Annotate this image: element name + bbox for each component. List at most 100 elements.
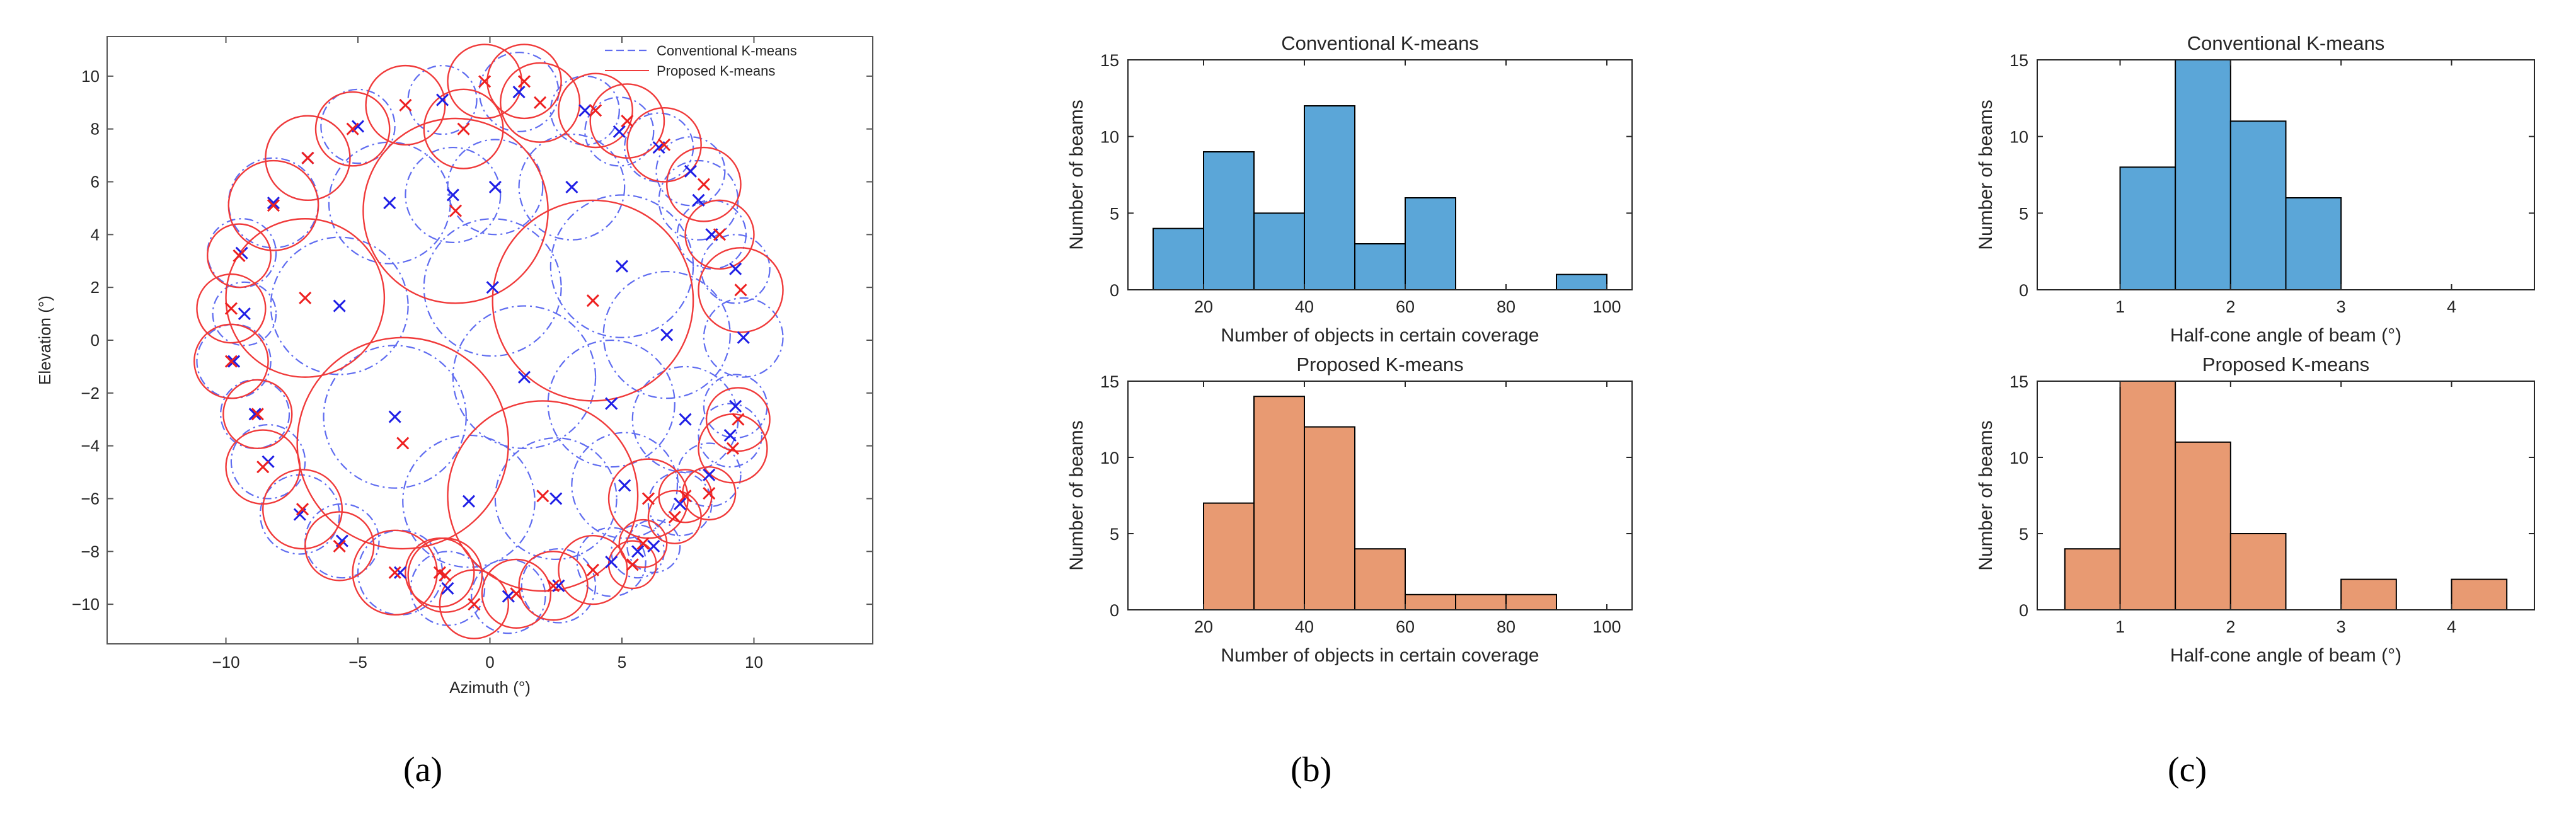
conventional-centroid-marker bbox=[512, 85, 526, 99]
proposed-coverage-circle bbox=[666, 146, 742, 222]
histogram-x-axis-label: Number of objects in certain coverage bbox=[1221, 325, 1539, 346]
histogram-bar bbox=[2229, 120, 2287, 290]
proposed-centroid-marker bbox=[510, 587, 523, 600]
histogram-x-tick-label: 80 bbox=[1497, 297, 1515, 316]
conventional-centroid-marker bbox=[446, 188, 459, 202]
scatter-y-tick-label: 0 bbox=[91, 331, 100, 350]
proposed-centroid-marker bbox=[256, 461, 270, 474]
conventional-centroid-marker bbox=[674, 497, 687, 510]
proposed-centroid-marker bbox=[299, 291, 312, 304]
scatter-y-tick-label: 6 bbox=[91, 173, 100, 192]
conventional-coverage-circle bbox=[676, 199, 747, 270]
proposed-centroid-marker bbox=[224, 302, 238, 315]
conventional-centroid-marker bbox=[517, 370, 531, 384]
histogram-x-tick-label: 100 bbox=[1592, 617, 1621, 636]
histogram-x-tick-label: 40 bbox=[1295, 297, 1314, 316]
scatter-legend: Conventional K-means Proposed K-means bbox=[605, 43, 797, 79]
proposed-centroid-marker bbox=[726, 442, 740, 455]
proposed-coverage-circle bbox=[314, 91, 391, 167]
conventional-coverage-circle bbox=[270, 236, 409, 375]
histogram-y-tick-label: 5 bbox=[2019, 204, 2028, 223]
histogram-y-tick-label: 0 bbox=[1110, 281, 1119, 300]
proposed-centroid-marker bbox=[478, 75, 492, 88]
proposed-coverage-circle bbox=[265, 115, 351, 202]
histogram-x-axis-label: Half-cone angle of beam (°) bbox=[2170, 325, 2401, 346]
conventional-coverage-circle bbox=[576, 527, 647, 597]
proposed-coverage-circle bbox=[618, 518, 668, 568]
histogram-bar bbox=[1354, 243, 1406, 290]
histogram-bar bbox=[2451, 578, 2508, 610]
proposed-centroid-marker bbox=[517, 75, 531, 88]
proposed-centroid-marker bbox=[267, 199, 280, 212]
conventional-centroid-marker bbox=[729, 262, 742, 275]
histogram-y-tick-label: 0 bbox=[2019, 281, 2028, 300]
panel-label-b-text: (b) bbox=[1291, 750, 1332, 789]
conventional-centroid-marker bbox=[684, 164, 697, 178]
histogram-y-tick-label: 15 bbox=[1100, 51, 1119, 70]
proposed-centroid-marker bbox=[586, 294, 599, 307]
proposed-coverage-circle bbox=[262, 469, 343, 550]
conventional-centroid-marker bbox=[578, 104, 592, 117]
conventional-coverage-circle bbox=[323, 345, 467, 489]
conventional-centroid-marker bbox=[227, 355, 241, 368]
conventional-coverage-circle bbox=[624, 112, 694, 183]
histogram-c_top: 1 2 3 4 0 5 10 15 Conventional K-means Half-cone … bbox=[1975, 32, 2535, 346]
histogram-y-tick-label: 15 bbox=[1100, 372, 1119, 391]
histogram-bar bbox=[2119, 166, 2176, 291]
histogram-b_bottom: 20 40 60 80 100 0 5 10 15 Proposed K-means Number … bbox=[1066, 353, 1633, 666]
conventional-centroid-marker bbox=[393, 566, 407, 579]
histogram-x-tick-label: 80 bbox=[1497, 617, 1515, 636]
histogram-x-axis-label: Number of objects in certain coverage bbox=[1221, 645, 1539, 666]
conventional-coverage-circle bbox=[698, 403, 763, 468]
histogram-y-axis-label: Number of beams bbox=[1975, 420, 1996, 570]
histogram-bar bbox=[2119, 381, 2176, 610]
histogram-y-tick-label: 10 bbox=[2010, 449, 2028, 467]
conventional-coverage-circle bbox=[212, 281, 277, 346]
conventional-coverage-circle bbox=[220, 379, 290, 449]
histogram-bar bbox=[1153, 227, 1204, 290]
proposed-coverage-circle bbox=[352, 529, 438, 616]
proposed-centroid-marker bbox=[396, 437, 410, 450]
histogram-bar bbox=[1405, 593, 1456, 610]
panel-label-c-text: (c) bbox=[2168, 750, 2207, 789]
conventional-coverage-circle bbox=[700, 234, 771, 304]
histogram-bar bbox=[1304, 105, 1355, 290]
histogram-bar bbox=[1253, 396, 1305, 610]
histogram-bar bbox=[1405, 197, 1456, 290]
conventional-centroid-marker bbox=[333, 299, 346, 312]
histogram-bar bbox=[2175, 441, 2231, 610]
conventional-centroid-marker bbox=[441, 581, 454, 595]
conventional-coverage-circle bbox=[626, 518, 681, 573]
histogram-title: Proposed K-means bbox=[2202, 353, 2369, 375]
histogram-axes-box bbox=[1127, 59, 1633, 290]
proposed-coverage-circle bbox=[227, 159, 319, 251]
histogram-title: Conventional K-means bbox=[2187, 32, 2385, 54]
proposed-centroid-marker bbox=[333, 539, 346, 553]
histogram-bar bbox=[1253, 212, 1305, 291]
legend-proposed-label: Proposed K-means bbox=[657, 63, 775, 79]
conventional-centroid-marker bbox=[605, 556, 618, 569]
conventional-coverage-circle bbox=[230, 424, 306, 500]
conventional-centroid-marker bbox=[647, 539, 660, 553]
panel-label-b: (b) bbox=[1291, 750, 1331, 790]
conventional-coverage-circle bbox=[452, 305, 597, 449]
proposed-coverage-circle bbox=[304, 511, 375, 581]
conventional-coverage-circle bbox=[259, 474, 340, 555]
histogram-x-tick-label: 60 bbox=[1396, 297, 1415, 316]
histogram-bar bbox=[2064, 548, 2121, 611]
scatter-x-tick-label: −10 bbox=[212, 653, 239, 672]
proposed-coverage-circle bbox=[589, 83, 665, 159]
histogram-bar bbox=[2285, 197, 2342, 290]
histogram-y-tick-label: 15 bbox=[2010, 372, 2028, 391]
conventional-centroid-marker bbox=[605, 397, 618, 410]
conventional-coverage-circle bbox=[571, 432, 679, 539]
proposed-centroid-marker bbox=[457, 122, 470, 135]
proposed-centroid-marker bbox=[346, 122, 359, 135]
conventional-coverage-circle bbox=[520, 548, 597, 624]
proposed-coverage-circle bbox=[365, 64, 446, 146]
histogram-y-tick-label: 5 bbox=[1110, 204, 1119, 223]
proposed-centroid-marker bbox=[546, 579, 560, 592]
proposed-centroid-marker bbox=[679, 490, 692, 503]
histogram-x-tick-label: 100 bbox=[1592, 297, 1621, 316]
